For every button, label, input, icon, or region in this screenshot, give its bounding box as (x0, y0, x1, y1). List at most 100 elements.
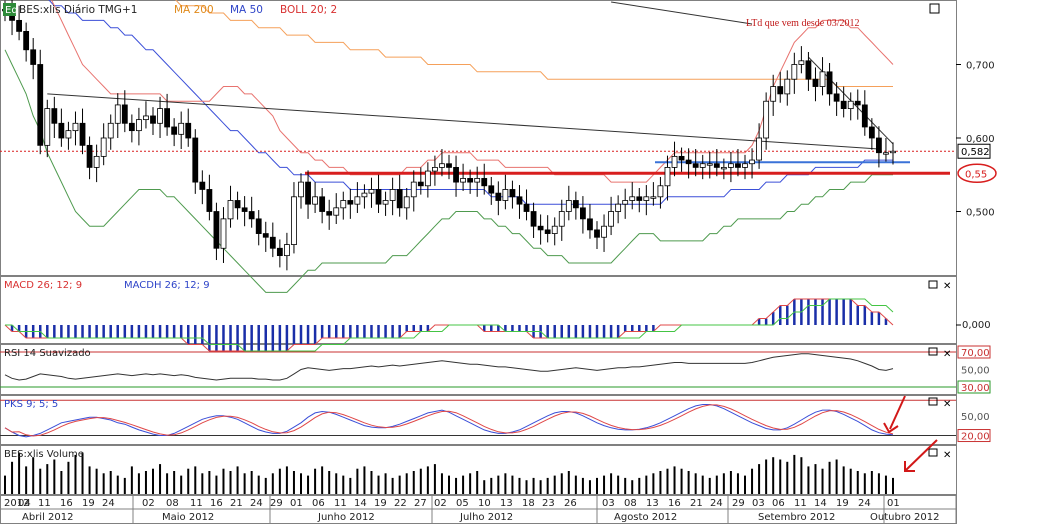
candle-body (185, 122, 192, 139)
x-day-label: 27 (414, 498, 427, 509)
rsi-series: 70,00 50,00 30,00 (0, 345, 991, 394)
rsi-maximize-icon[interactable] (928, 347, 938, 356)
candle-body (100, 137, 107, 157)
candle-body (262, 233, 269, 238)
x-day-label: 14 (354, 498, 367, 509)
volume-close-icon[interactable]: ✕ (943, 450, 951, 461)
volume-series (4, 452, 894, 494)
candle-body (51, 108, 58, 124)
candle-body (847, 100, 854, 109)
candle-body (241, 207, 248, 212)
price-series: 0,700 0,600 0,500 0,582 0,55 (0, 0, 997, 293)
x-day-label: 24 (250, 498, 263, 509)
ma50-label[interactable]: MA 50 (230, 4, 263, 16)
x-month-label: Junho 2012 (317, 512, 375, 523)
arrow-annotation-pks (883, 395, 906, 434)
candle-body (410, 181, 417, 198)
candle-body (453, 167, 459, 183)
ma200-label[interactable]: MA 200 (174, 4, 214, 16)
candle-body (530, 211, 537, 227)
candle-body (643, 196, 650, 201)
candle-body (749, 159, 755, 165)
candle-body (206, 189, 213, 212)
candle-body (474, 178, 481, 183)
macd-maximize-icon[interactable] (928, 280, 938, 289)
candle-body (840, 100, 847, 109)
x-day-label: 01 (887, 498, 900, 509)
candle-body (396, 189, 403, 209)
x-day-label: 06 (312, 498, 325, 509)
x-day-label: 21 (690, 498, 703, 509)
boll-label[interactable]: BOLL 20; 2 (280, 4, 337, 16)
candle-body (861, 104, 868, 128)
candle-body (227, 200, 234, 220)
pks-title[interactable]: PKS 9; 5; 5 (4, 399, 58, 410)
x-day-label: 18 (522, 498, 535, 509)
candle-body (368, 189, 375, 194)
candle-body (234, 200, 241, 209)
candle-body (319, 196, 326, 212)
candle-body (791, 64, 798, 80)
candle-body (58, 122, 65, 139)
candle-body (481, 178, 488, 187)
candle-body (467, 178, 474, 183)
candle-body (199, 181, 206, 190)
candle-body (770, 86, 777, 102)
candle-body (551, 225, 558, 234)
x-day-label: 2012 (4, 498, 29, 509)
candle-body (876, 137, 882, 154)
candle-body (495, 192, 502, 201)
pks-panel (0, 395, 957, 445)
candle-body (777, 86, 784, 95)
rsi-tick-label: 70,00 (961, 348, 990, 359)
macdh-title[interactable]: MACDH 26; 12; 9 (124, 280, 210, 291)
candle-body (347, 200, 354, 205)
pks-close-icon[interactable]: ✕ (943, 399, 951, 410)
candle-body (608, 211, 614, 227)
pks-maximize-icon[interactable] (928, 397, 938, 406)
candle-body (107, 122, 114, 139)
candle-body (509, 189, 516, 198)
x-day-label: 06 (772, 498, 785, 509)
symbol-title[interactable]: BES:xlis Diário TMG+1 (19, 4, 137, 16)
maximize-icon[interactable] (929, 3, 940, 14)
candle-body (389, 189, 396, 201)
candle-body (692, 163, 699, 168)
pks-series: 50,00 20,00 (0, 399, 991, 443)
candle-body (86, 144, 93, 168)
current-price-box (957, 143, 991, 159)
rsi-line (4, 353, 894, 381)
x-day-label: 29 (270, 498, 283, 509)
candle-body (622, 200, 629, 205)
candle-body (248, 211, 255, 220)
candle-body (728, 163, 734, 168)
candle-body (587, 218, 593, 231)
candle-body (594, 229, 600, 238)
macd-title[interactable]: MACD 26; 12; 9 (4, 280, 82, 291)
x-day-label: 22 (394, 498, 407, 509)
candle-body (192, 137, 199, 183)
x-month-label: Maio 2012 (162, 512, 214, 523)
current-price-label: 0,582 (961, 147, 990, 158)
volume-title[interactable]: BES:xlis Volume (4, 449, 84, 460)
candle-body (678, 155, 685, 161)
candle-body (805, 60, 812, 80)
rsi-title[interactable]: RSI 14 Suavizado (4, 348, 91, 359)
macd-close-icon[interactable]: ✕ (943, 281, 951, 292)
candle-body (868, 126, 875, 139)
volume-maximize-icon[interactable] (928, 448, 938, 457)
candle-body (713, 163, 720, 168)
rsi-close-icon[interactable]: ✕ (943, 349, 951, 360)
candle-body (685, 159, 692, 165)
candle-body (615, 203, 622, 212)
candle-body (720, 167, 727, 170)
x-day-label: 11 (794, 498, 807, 509)
candle-body (706, 163, 713, 166)
badge-icon (3, 3, 16, 16)
candle-body (537, 225, 544, 231)
x-day-label: 29 (732, 498, 745, 509)
candle-body (354, 196, 361, 205)
x-day-label: 19 (82, 498, 95, 509)
candle-body (382, 200, 389, 205)
